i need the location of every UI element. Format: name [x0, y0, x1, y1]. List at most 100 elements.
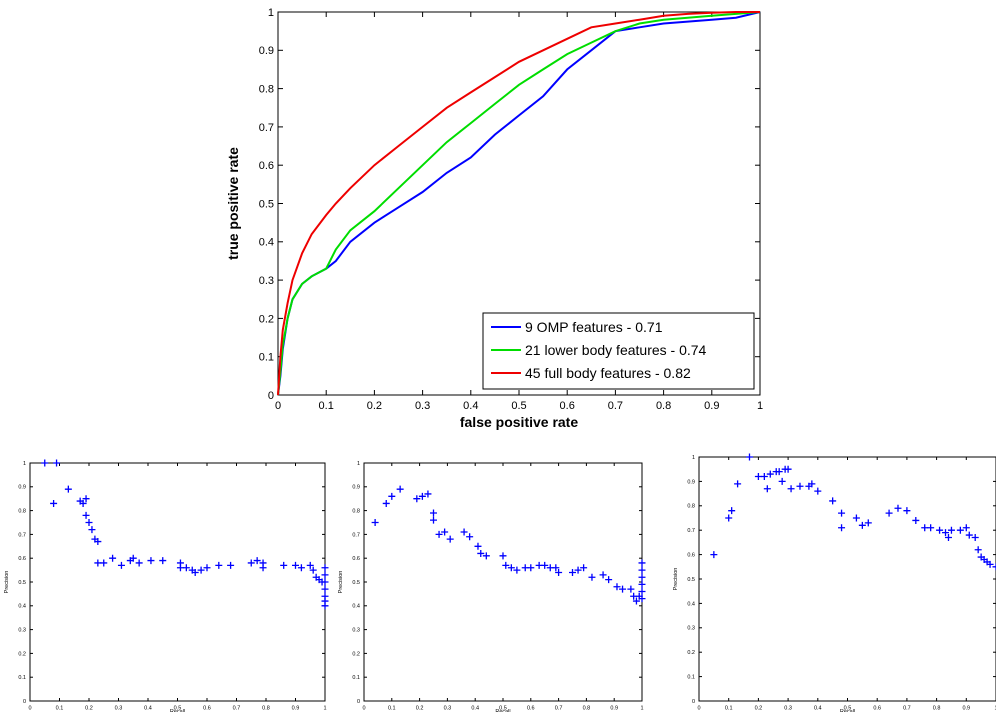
data-point-marker [321, 602, 329, 610]
y-tick-label: 0.9 [259, 45, 274, 57]
data-point-marker [728, 507, 736, 515]
data-point-marker [986, 560, 994, 568]
data-point-marker [956, 526, 964, 534]
y-tick-label: 0.1 [687, 675, 695, 681]
data-point-marker [388, 492, 396, 500]
data-point-marker [321, 564, 329, 572]
y-tick-label: 0.9 [18, 485, 26, 491]
x-tick-label: 0.1 [725, 706, 733, 712]
data-point-marker [552, 564, 560, 572]
data-point-marker [763, 485, 771, 493]
data-point-marker [79, 499, 87, 507]
legend-label-2: 21 lower body features - 0.74 [525, 342, 707, 358]
data-point-marker [474, 542, 482, 550]
y-tick-label: 0.2 [352, 651, 360, 657]
data-point-marker [766, 470, 774, 478]
y-tick-label: 0.3 [259, 275, 274, 287]
x-tick-label: 0.4 [814, 706, 822, 712]
data-point-marker [885, 509, 893, 517]
plot-frame [698, 456, 996, 702]
data-point-marker [499, 552, 507, 560]
x-tick-label: 0.6 [203, 706, 211, 712]
x-tick-label: 0.5 [511, 400, 526, 412]
y-tick-label: 0.2 [18, 651, 26, 657]
x-tick-label: 0.7 [233, 706, 241, 712]
data-point-marker [971, 534, 979, 542]
data-point-marker [944, 534, 952, 542]
data-point-marker [588, 573, 596, 581]
x-axis-label: Recall [170, 709, 185, 712]
data-point-marker [413, 495, 421, 503]
data-point-marker [418, 492, 426, 500]
y-tick-label: 0.7 [259, 122, 274, 134]
y-tick-label: 1 [23, 461, 26, 467]
data-point-marker [53, 459, 61, 467]
data-point-marker [292, 561, 299, 569]
y-tick-label: 0.3 [352, 628, 360, 634]
x-tick-label: 0.4 [471, 706, 479, 712]
x-tick-label: 0.6 [873, 706, 881, 712]
y-tick-label: 0.9 [687, 479, 695, 485]
data-point-marker [109, 554, 117, 562]
data-point-marker [176, 564, 184, 572]
data-point-marker [962, 524, 970, 532]
legend-label-1: 9 OMP features - 0.71 [525, 319, 663, 335]
y-tick-label: 0.2 [259, 313, 274, 325]
x-tick-label: 0.4 [144, 706, 152, 712]
data-point-marker [88, 526, 96, 534]
y-tick-label: 0.1 [259, 352, 274, 364]
data-point-marker [502, 561, 510, 569]
data-point-marker [864, 519, 872, 527]
y-tick-label: 1 [268, 7, 274, 19]
data-point-marker [82, 511, 90, 519]
data-point-marker [424, 490, 432, 498]
data-point-marker [638, 573, 646, 581]
y-tick-label: 0.4 [259, 237, 274, 249]
data-point-marker [784, 465, 792, 473]
data-point-marker [632, 597, 640, 605]
x-tick-label: 0.4 [463, 400, 478, 412]
x-tick-label: 0.8 [583, 706, 591, 712]
data-point-marker [371, 519, 379, 526]
data-point-marker [117, 561, 125, 569]
data-point-marker [215, 561, 223, 569]
x-tick-label: 1 [994, 706, 996, 712]
data-point-marker [435, 530, 443, 538]
data-point-marker [259, 564, 267, 572]
x-tick-label: 0 [275, 400, 281, 412]
x-tick-label: 0.3 [444, 706, 452, 712]
data-point-marker [309, 566, 317, 574]
x-tick-label: 0 [28, 706, 31, 712]
y-tick-label: 0.1 [352, 675, 360, 681]
x-tick-label: 1 [640, 706, 643, 712]
data-point-marker [306, 561, 314, 569]
y-tick-label: 0.5 [18, 580, 26, 586]
data-point-marker [321, 585, 329, 593]
x-tick-label: 0.6 [527, 706, 535, 712]
data-point-marker [852, 514, 860, 522]
data-point-marker [507, 564, 515, 572]
x-tick-label: 0.9 [292, 706, 300, 712]
data-point-marker [441, 528, 449, 536]
roc-chart: 0 0.1 0.2 0.3 0.4 0.5 0.6 0.7 0.8 0.9 1 0 0.1 0.2 0.3 0… [225, 7, 763, 430]
y-tick-label: 0 [692, 699, 695, 705]
x-tick-label: 1 [757, 400, 763, 412]
data-point-marker [992, 563, 996, 571]
x-tick-label: 0 [362, 706, 365, 712]
data-point-marker [227, 561, 235, 569]
x-tick-label: 0.8 [933, 706, 941, 712]
x-tick-label: 0.3 [415, 400, 430, 412]
y-tick-label: 0.8 [18, 509, 26, 515]
data-point-marker [541, 561, 549, 569]
x-tick-label: 0.6 [560, 400, 575, 412]
y-tick-label: 0.7 [352, 532, 360, 538]
x-tick-label: 0.7 [608, 400, 623, 412]
y-tick-label: 0.8 [687, 504, 695, 510]
x-tick-label: 0.1 [56, 706, 64, 712]
data-point-marker [627, 585, 635, 593]
y-axis-label: true positive rate [225, 147, 241, 260]
data-point-marker [85, 519, 93, 526]
data-point-marker [903, 507, 911, 515]
data-point-marker [754, 473, 762, 481]
data-point-marker [466, 533, 474, 541]
